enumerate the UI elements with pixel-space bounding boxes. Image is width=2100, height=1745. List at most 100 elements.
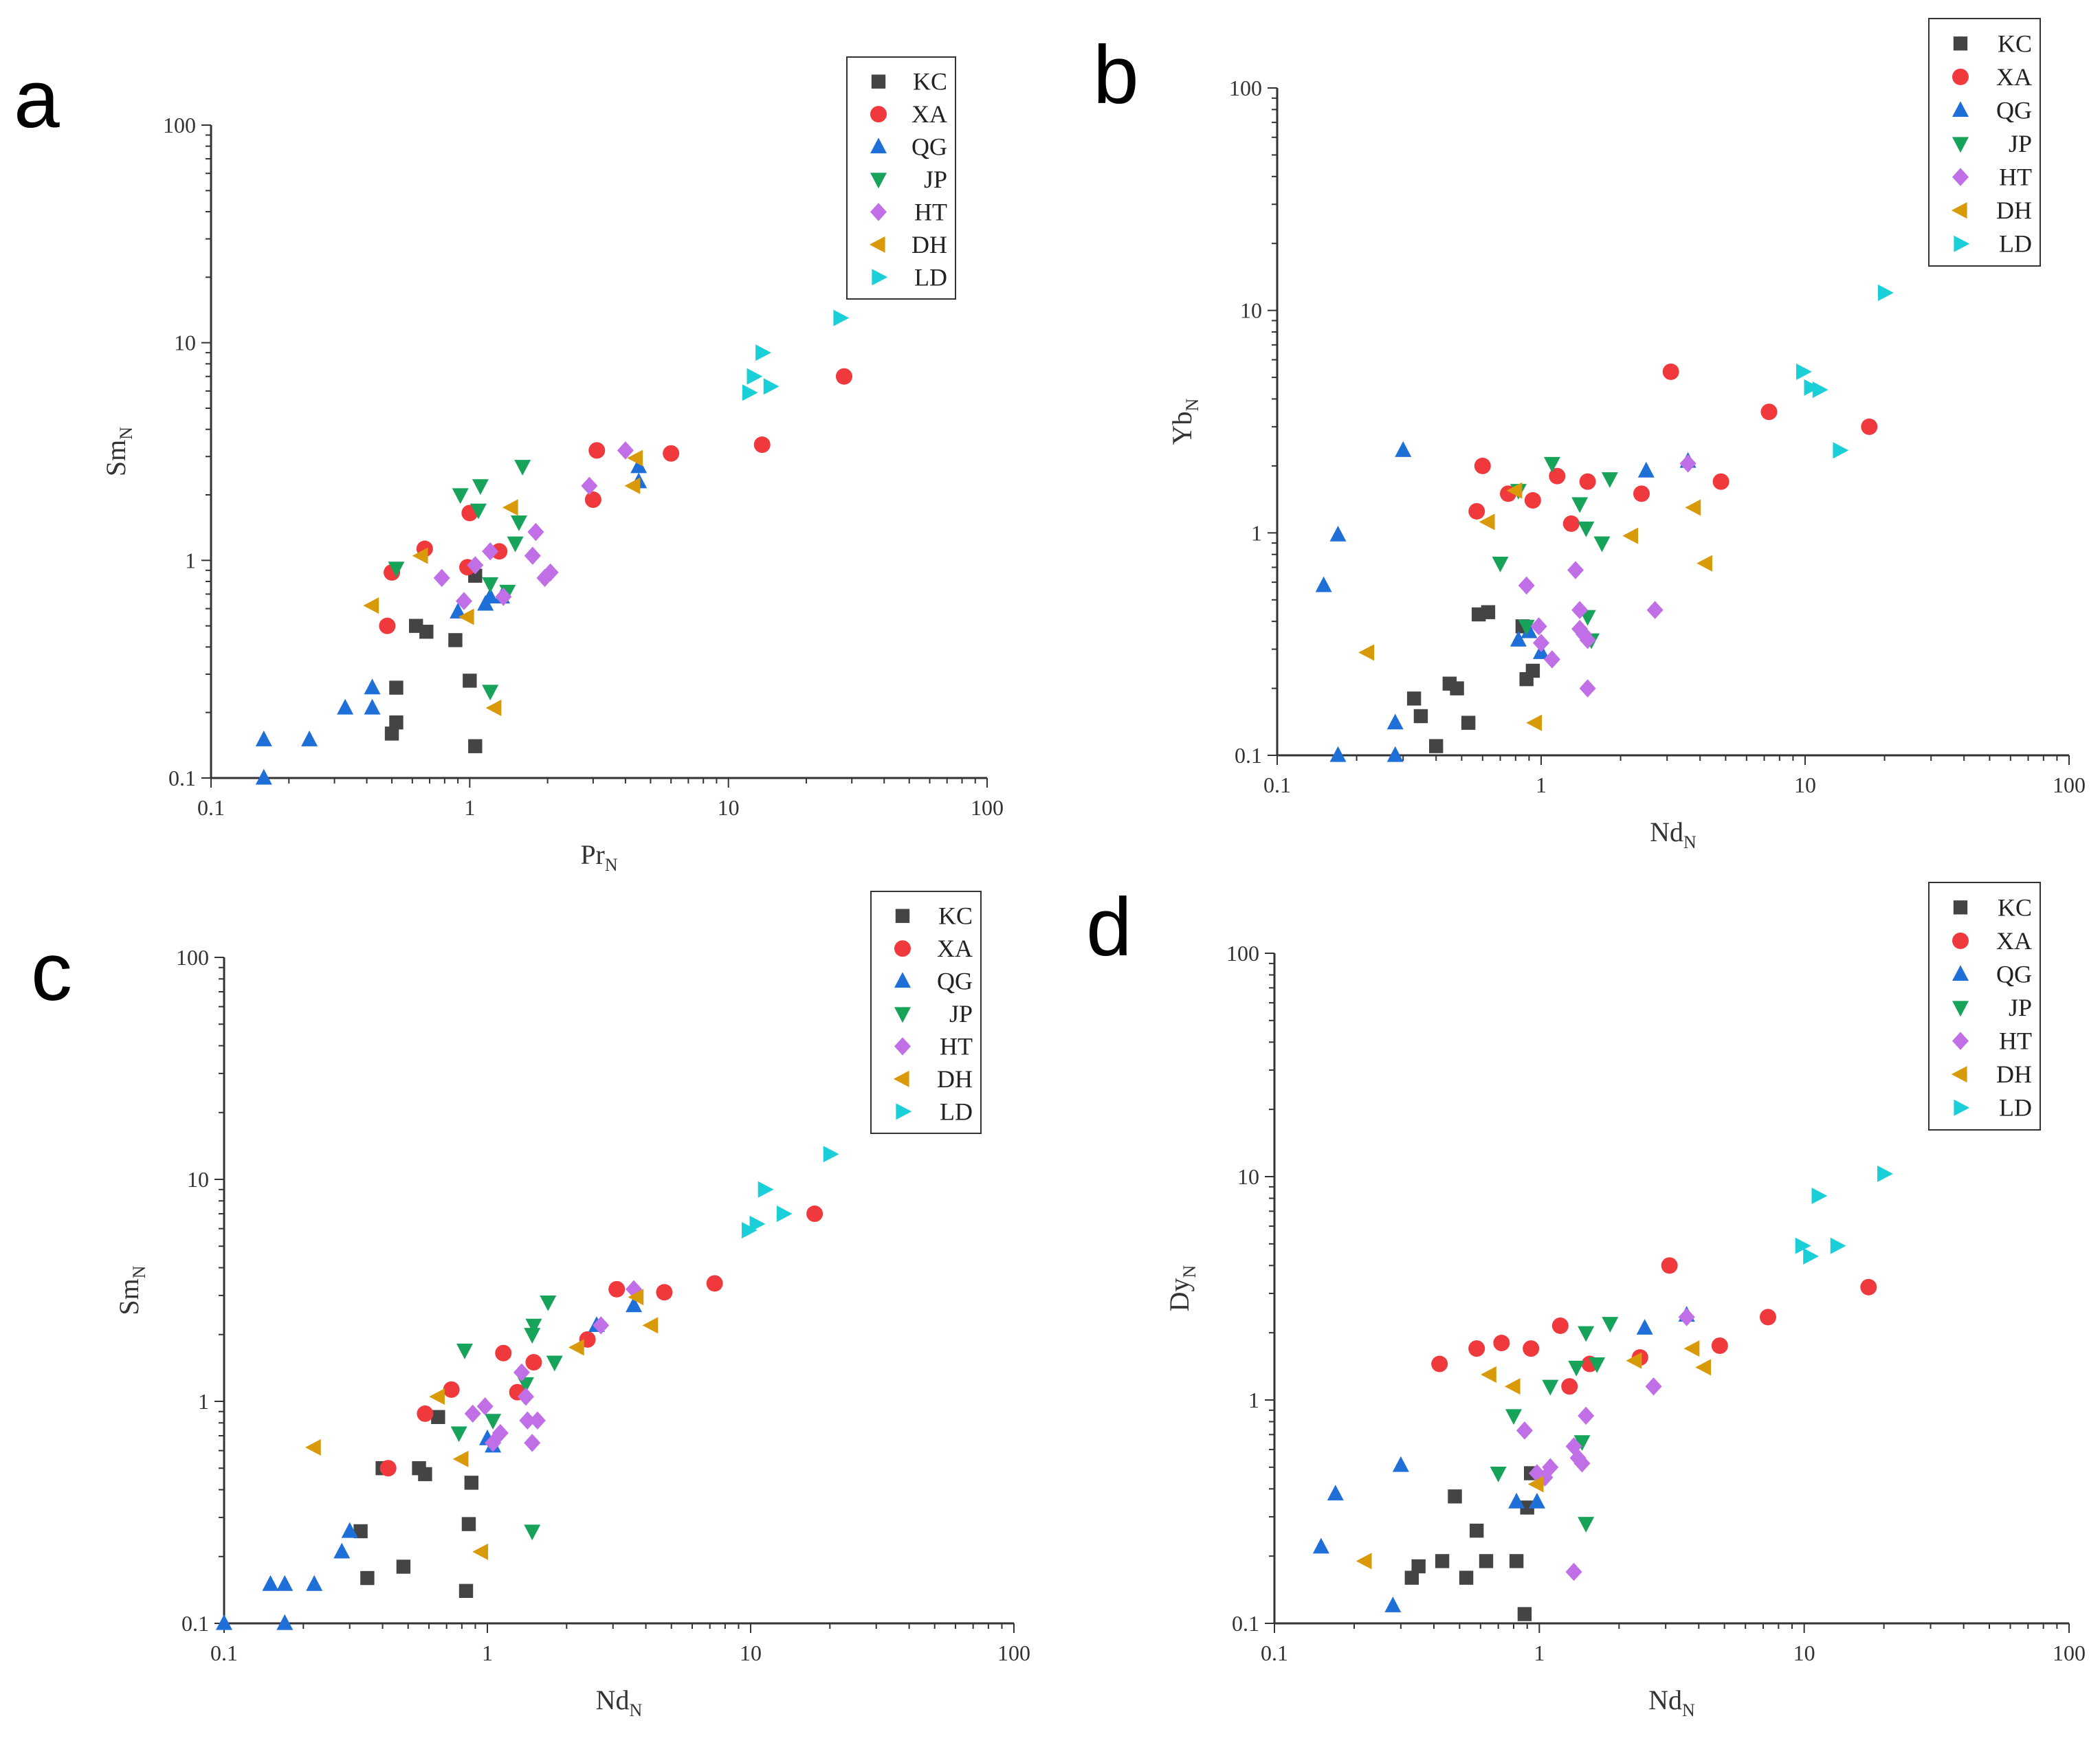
point-jp bbox=[546, 1355, 563, 1372]
point-qg bbox=[337, 698, 354, 715]
point-jp bbox=[1490, 1466, 1507, 1482]
point-xa bbox=[443, 1381, 460, 1398]
point-xa bbox=[1579, 473, 1596, 490]
legend-label-dh: DH bbox=[1996, 1060, 2032, 1088]
y-tick-label: 1 bbox=[1248, 1388, 1259, 1412]
y-tick-label: 10 bbox=[174, 331, 196, 355]
panel-c-axes bbox=[223, 957, 1014, 1625]
legend-marker-jp bbox=[1952, 1001, 1969, 1017]
point-kc bbox=[461, 1517, 476, 1531]
point-qg bbox=[1327, 1485, 1344, 1501]
point-ht bbox=[513, 1363, 530, 1382]
point-ht bbox=[464, 1404, 481, 1423]
legend-box bbox=[1928, 882, 2041, 1131]
legend-label-dh: DH bbox=[911, 231, 947, 258]
point-ht bbox=[519, 1411, 536, 1430]
point-dh bbox=[1622, 527, 1639, 544]
x-tick-label: 100 bbox=[2053, 773, 2086, 797]
legend-label-ld: LD bbox=[940, 1098, 973, 1125]
panel-b-ticks: 0.1 1 10 100 0.1 1 10 100 bbox=[1229, 76, 2086, 797]
point-xa bbox=[1760, 403, 1778, 421]
legend-label-xa: XA bbox=[1996, 63, 2032, 91]
point-dh bbox=[1506, 482, 1523, 499]
point-ld bbox=[1796, 363, 1812, 380]
point-jp bbox=[1568, 1360, 1585, 1377]
point-dh bbox=[1683, 1340, 1700, 1357]
point-dh bbox=[1685, 499, 1701, 516]
point-xa bbox=[1661, 1257, 1678, 1274]
y-tick-label: 100 bbox=[1226, 941, 1259, 966]
point-qg bbox=[1508, 1492, 1525, 1509]
panel-letter-b: b bbox=[1093, 29, 1139, 121]
point-qg bbox=[333, 1542, 351, 1559]
legend-label-dh: DH bbox=[937, 1065, 973, 1093]
point-jp bbox=[450, 1426, 467, 1443]
point-qg bbox=[306, 1575, 323, 1591]
point-ht bbox=[524, 1434, 541, 1452]
point-ht bbox=[517, 1387, 534, 1406]
point-ld bbox=[1803, 1247, 1820, 1265]
point-dh bbox=[502, 499, 518, 516]
point-qg bbox=[1637, 461, 1655, 478]
point-kc bbox=[1461, 715, 1476, 730]
point-dh bbox=[1358, 644, 1375, 661]
point-jp bbox=[469, 503, 487, 520]
panel-a-y-label: SmN bbox=[100, 427, 136, 476]
x-tick-label: 100 bbox=[971, 795, 1004, 820]
point-qg bbox=[482, 588, 499, 603]
point-jp bbox=[514, 460, 531, 476]
x-tick-label: 100 bbox=[2053, 1641, 2086, 1665]
point-ld bbox=[758, 1181, 774, 1198]
point-ht bbox=[1573, 1454, 1591, 1473]
point-dh bbox=[363, 597, 379, 614]
point-qg bbox=[1384, 1597, 1402, 1612]
point-qg bbox=[255, 768, 272, 785]
legend-marker-xa bbox=[1952, 932, 1969, 949]
point-jp bbox=[1505, 1409, 1522, 1425]
y-tick-label: 0.1 bbox=[1235, 743, 1262, 768]
point-ht bbox=[1579, 630, 1596, 649]
y-tick-label: 1 bbox=[198, 1389, 209, 1414]
panel-b-legend: KC XA QG JP HT DH LD bbox=[1928, 18, 2041, 267]
point-jp bbox=[524, 1524, 541, 1541]
legend-marker-qg bbox=[1952, 101, 1969, 118]
legend-marker-kc bbox=[895, 909, 910, 923]
point-jp bbox=[1542, 1379, 1559, 1396]
point-ht bbox=[467, 556, 484, 575]
legend-marker-ld bbox=[872, 269, 888, 286]
point-xa bbox=[379, 1460, 397, 1477]
y-tick-label: 0.1 bbox=[181, 1611, 209, 1636]
point-kc bbox=[1469, 1523, 1484, 1538]
legend-marker-jp bbox=[1952, 137, 1969, 153]
legend-label-ht: HT bbox=[1999, 164, 2032, 191]
point-kc bbox=[1517, 1607, 1532, 1621]
legend-label-kc: KC bbox=[1998, 30, 2032, 57]
point-xa bbox=[491, 543, 508, 560]
point-xa bbox=[656, 1284, 673, 1301]
point-xa bbox=[1468, 1340, 1485, 1357]
point-ht bbox=[1565, 1437, 1582, 1456]
legend-label-xa: XA bbox=[937, 935, 973, 962]
point-kc bbox=[463, 674, 477, 688]
point-dh bbox=[1626, 1352, 1642, 1369]
legend-box bbox=[846, 56, 956, 300]
panel-a-ticks: 0.1 1 10 100 0.1 1 10 100 bbox=[163, 113, 1004, 820]
point-qg bbox=[1329, 525, 1347, 542]
point-ht bbox=[1579, 679, 1596, 698]
point-qg bbox=[1386, 746, 1404, 762]
point-dh bbox=[1356, 1553, 1372, 1570]
legend-box bbox=[1928, 18, 2041, 267]
legend-marker-ht bbox=[870, 203, 887, 221]
point-qg bbox=[364, 678, 381, 695]
point-ld bbox=[742, 384, 758, 401]
point-kc bbox=[448, 633, 463, 647]
panel-b-y-label: YbN bbox=[1167, 398, 1202, 445]
point-jp bbox=[388, 562, 405, 578]
legend-label-jp: JP bbox=[949, 1000, 973, 1027]
point-ld bbox=[833, 309, 850, 326]
point-ht bbox=[482, 542, 499, 561]
point-xa bbox=[1493, 1335, 1510, 1352]
y-tick-label: 10 bbox=[187, 1167, 209, 1192]
panel-a-x-label: PrN bbox=[580, 839, 618, 875]
point-ht bbox=[529, 1411, 546, 1430]
